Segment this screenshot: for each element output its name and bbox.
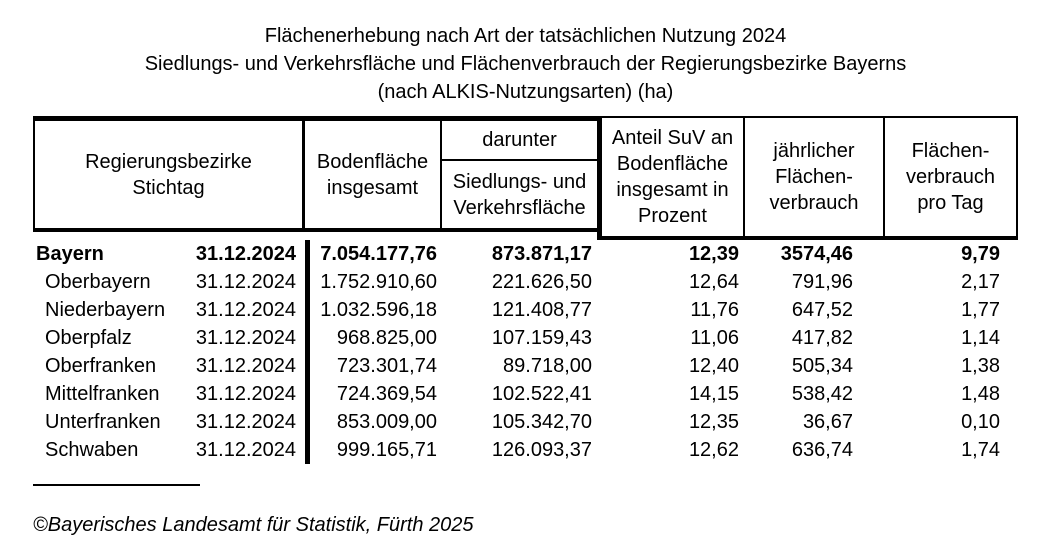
stichtag-cell: 31.12.2024 — [195, 243, 296, 265]
stichtag-cell: 31.12.2024 — [195, 271, 296, 293]
stichtag-cell: 31.12.2024 — [195, 355, 296, 377]
title-block: Flächenerhebung nach Art der tatsächlich… — [33, 0, 1018, 106]
bodenflaeche-cell: 853.009,00 — [305, 408, 442, 436]
jaehrlich-cell: 791,96 — [791, 271, 853, 293]
bodenflaeche-cell: 1.752.910,60 — [305, 268, 442, 296]
jaehrlich-cell: 647,52 — [791, 299, 853, 321]
header-siedlungs-verkehrsflaeche: Siedlungs- und Verkehrsfläche — [452, 170, 587, 219]
stichtag-cell: 31.12.2024 — [195, 299, 296, 321]
suv-cell: 105.342,70 — [491, 411, 592, 433]
stichtag-cell: 31.12.2024 — [195, 327, 296, 349]
table-row: Mittelfranken 31.12.2024 724.369,54 102.… — [33, 380, 1018, 408]
table-row: Niederbayern 31.12.2024 1.032.596,18 121… — [33, 296, 1018, 324]
region-cell: Bayern — [36, 243, 104, 265]
anteil-cell: 11,76 — [690, 299, 739, 321]
pro-tag-cell: 1,38 — [961, 355, 1000, 377]
stichtag-cell: 31.12.2024 — [195, 383, 296, 405]
stichtag-cell: 31.12.2024 — [195, 411, 296, 433]
suv-cell: 102.522,41 — [491, 383, 592, 405]
header-region-stichtag: Regierungsbezirke Stichtag — [33, 116, 305, 232]
region-cell: Unterfranken — [45, 411, 161, 433]
title-line-1: Flächenerhebung nach Art der tatsächlich… — [264, 25, 787, 47]
page: Flächenerhebung nach Art der tatsächlich… — [33, 0, 1018, 537]
anteil-cell: 12,62 — [688, 439, 739, 461]
region-cell: Schwaben — [45, 439, 139, 461]
title-line-3: (nach ALKIS-Nutzungsarten) (ha) — [377, 81, 674, 103]
region-cell: Oberpfalz — [45, 327, 132, 349]
jaehrlich-cell: 538,42 — [791, 383, 853, 405]
stichtag-cell: 31.12.2024 — [195, 439, 296, 461]
jaehrlich-cell: 505,34 — [791, 355, 853, 377]
table-row: Oberpfalz 31.12.2024 968.825,00 107.159,… — [33, 324, 1018, 352]
copyright-line: ©Bayerisches Landesamt für Statistik, Fü… — [33, 514, 474, 536]
anteil-cell: 12,40 — [688, 355, 739, 377]
bodenflaeche-cell: 999.165,71 — [305, 436, 442, 464]
region-cell: Mittelfranken — [45, 383, 160, 405]
header-darunter-group: darunter Siedlungs- und Verkehrsfläche — [442, 116, 597, 232]
region-cell: Oberfranken — [45, 355, 157, 377]
jaehrlich-cell: 36,67 — [802, 411, 853, 433]
region-cell: Oberbayern — [45, 271, 151, 293]
suv-cell: 221.626,50 — [491, 271, 592, 293]
bodenflaeche-cell: 1.032.596,18 — [305, 296, 442, 324]
header-anteil-suv: Anteil SuV an Bodenfläche insgesamt in P… — [597, 116, 745, 240]
bodenflaeche-cell: 723.301,74 — [305, 352, 442, 380]
jaehrlich-cell: 3574,46 — [780, 243, 853, 265]
table-row: Schwaben 31.12.2024 999.165,71 126.093,3… — [33, 436, 1018, 464]
anteil-cell: 11,06 — [690, 327, 739, 349]
suv-cell: 126.093,37 — [491, 439, 592, 461]
jaehrlich-cell: 636,74 — [791, 439, 853, 461]
statistics-table: Regierungsbezirke Stichtag Bodenfläche i… — [33, 116, 1018, 464]
table-row: Unterfranken 31.12.2024 853.009,00 105.3… — [33, 408, 1018, 436]
header-jaehrlicher-flaechenverbrauch: jährlicher Flächen- verbrauch — [745, 116, 885, 240]
pro-tag-cell: 1,14 — [961, 327, 1000, 349]
region-cell: Niederbayern — [45, 299, 166, 321]
anteil-cell: 12,39 — [688, 243, 739, 265]
footnote-rule — [33, 484, 200, 486]
pro-tag-cell: 1,74 — [961, 439, 1000, 461]
table-row: Oberfranken 31.12.2024 723.301,74 89.718… — [33, 352, 1018, 380]
suv-cell: 873.871,17 — [491, 243, 592, 265]
pro-tag-cell: 1,77 — [961, 299, 1000, 321]
suv-cell: 121.408,77 — [491, 299, 592, 321]
jaehrlich-cell: 417,82 — [791, 327, 853, 349]
table-header: Regierungsbezirke Stichtag Bodenfläche i… — [33, 116, 1018, 240]
table-row: Oberbayern 31.12.2024 1.752.910,60 221.6… — [33, 268, 1018, 296]
header-darunter: darunter — [442, 121, 597, 161]
header-bodenflaeche: Bodenfläche insgesamt — [305, 116, 442, 232]
pro-tag-cell: 1,48 — [961, 383, 1000, 405]
bodenflaeche-cell: 968.825,00 — [305, 324, 442, 352]
bodenflaeche-cell: 7.054.177,76 — [305, 240, 442, 268]
anteil-cell: 12,64 — [688, 271, 739, 293]
pro-tag-cell: 9,79 — [961, 243, 1000, 265]
anteil-cell: 14,15 — [688, 383, 739, 405]
bodenflaeche-cell: 724.369,54 — [305, 380, 442, 408]
pro-tag-cell: 0,10 — [961, 411, 1000, 433]
header-flaechenverbrauch-pro-tag: Flächen- verbrauch pro Tag — [885, 116, 1018, 240]
suv-cell: 107.159,43 — [491, 327, 592, 349]
anteil-cell: 12,35 — [688, 411, 739, 433]
suv-cell: 89.718,00 — [503, 355, 592, 377]
title-line-2: Siedlungs- und Verkehrsfläche und Fläche… — [144, 53, 907, 75]
pro-tag-cell: 2,17 — [961, 271, 1000, 293]
table-row: Bayern 31.12.2024 7.054.177,76 873.871,1… — [33, 240, 1018, 268]
table-body: Bayern 31.12.2024 7.054.177,76 873.871,1… — [33, 240, 1018, 464]
